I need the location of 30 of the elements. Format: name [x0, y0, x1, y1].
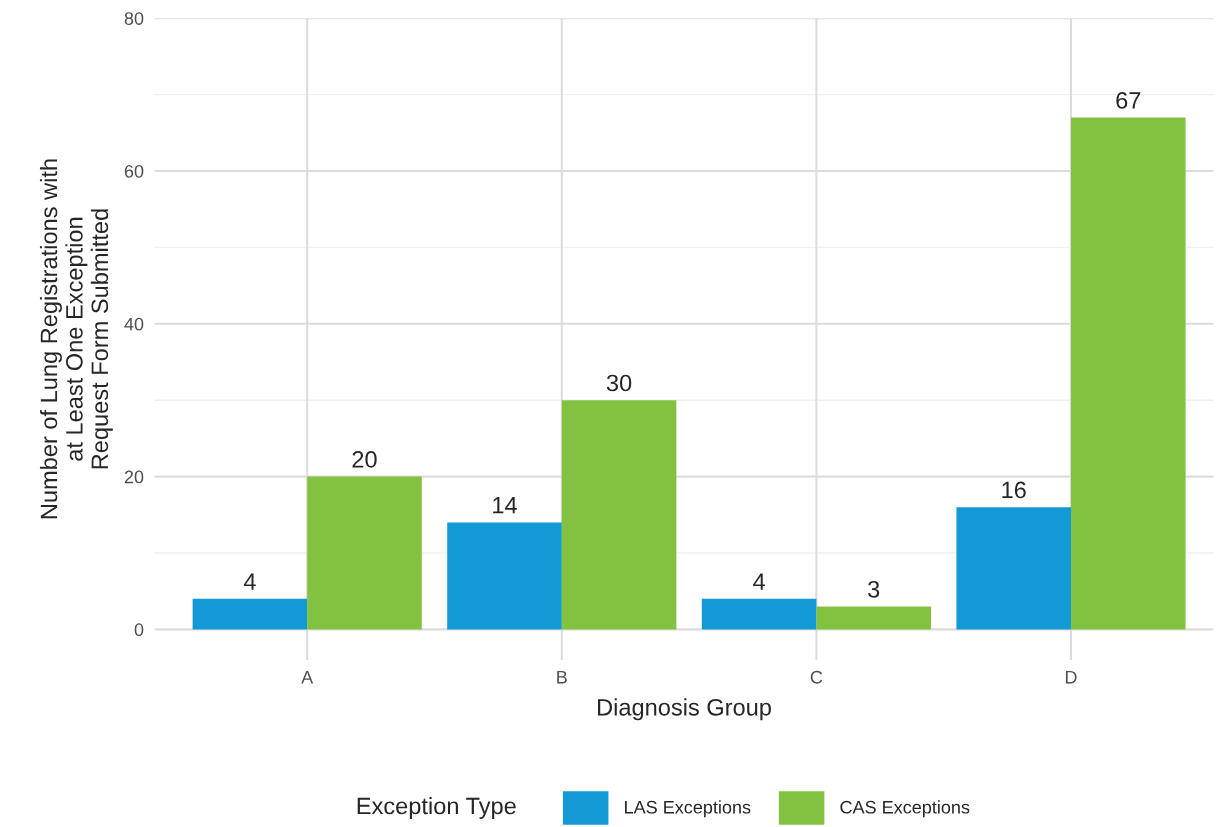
data-label: 14 [493, 497, 517, 514]
bar [561, 400, 677, 630]
data-label: 16 [1002, 481, 1026, 499]
y-tick-label: 40 [124, 317, 144, 331]
y-tick-label: 60 [124, 164, 144, 178]
x-tick-label: B [557, 671, 567, 684]
data-label: 30 [606, 374, 632, 392]
bar [956, 507, 1071, 630]
data-label: 4 [243, 573, 256, 590]
bar [1070, 117, 1186, 630]
bar [447, 522, 562, 630]
x-tick-label: D [1065, 671, 1077, 684]
x-tick-label: C [810, 670, 823, 684]
bar [701, 598, 817, 630]
data-label: 4 [753, 573, 765, 590]
data-label: 67 [1116, 91, 1141, 109]
legend-label: CAS Exceptions [840, 800, 970, 818]
bar [192, 598, 308, 630]
x-axis-title: Diagnosis Group [598, 698, 771, 721]
y-tick-label: 0 [134, 623, 144, 637]
y-tick-label: 20 [124, 470, 144, 484]
y-tick-label: 80 [124, 12, 144, 25]
data-label: 20 [352, 451, 377, 468]
bar [816, 606, 931, 630]
bar [307, 476, 422, 630]
y-axis-title: Number of Lung Registrations with at Least One Exception Request Form Submitted [39, 159, 113, 519]
data-label: 3 [868, 580, 880, 598]
x-tick-label: A [301, 671, 314, 684]
legend-title: Exception Type [357, 796, 516, 819]
legend-label: LAS Exceptions [625, 800, 751, 818]
